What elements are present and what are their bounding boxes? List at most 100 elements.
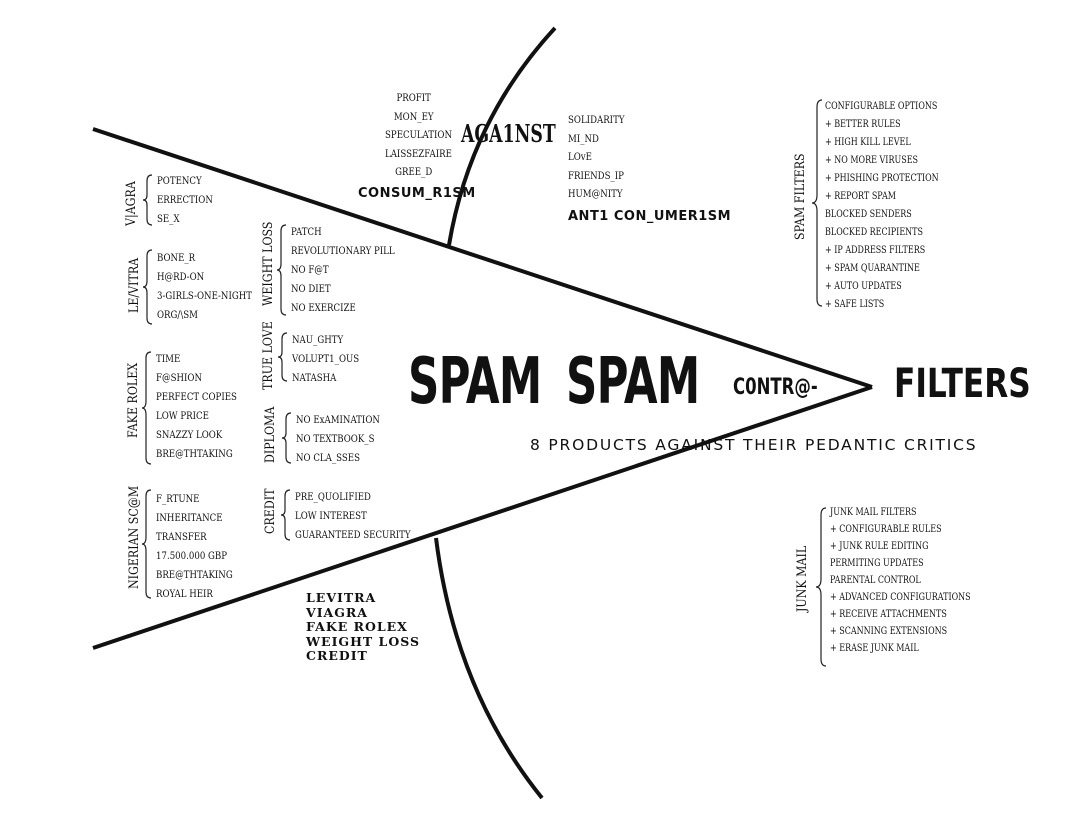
group-label-levitra: LE/VITRA [127, 257, 142, 313]
brace-rolex [141, 351, 152, 465]
list-item: + ADVANCED CONFIGURATIONS [830, 592, 971, 603]
brace-truelove [277, 332, 288, 382]
list-item: VIAGRA [306, 604, 369, 620]
brace-diploma [281, 412, 292, 464]
list-item: PARENTAL CONTROL [830, 575, 921, 586]
list-item: + HIGH KILL LEVEL [825, 137, 911, 148]
brace-credit [280, 489, 291, 541]
list-item: REVOLUTIONARY PILL [291, 245, 395, 257]
upper-arrow-line [92, 127, 873, 389]
list-item: 3-GIRLS-ONE-NIGHT [157, 290, 253, 302]
list-item: NO CLA_SSES [296, 452, 360, 464]
list-item: FAKE ROLEX [306, 619, 408, 634]
list-item: NATASHA [292, 372, 337, 384]
list-item: MON_EY [393, 110, 434, 123]
list-item: TIME [156, 353, 181, 365]
spam-filters-label: SPAM FILTERS [793, 153, 808, 240]
list-item: + NO MORE VIRUSES [825, 155, 919, 166]
lower-arrow-line [92, 385, 873, 650]
list-item: NO TEXTBOOK_S [296, 433, 375, 445]
group-items-true-love: NAU_GHTY VOLUPT1_OUS NATASHA [292, 331, 359, 388]
list-item: 17.500.000 GBP [156, 550, 228, 562]
lower-curve [434, 537, 544, 800]
list-item: NO DIET [291, 283, 331, 295]
list-item: BLOCKED RECIPIENTS [825, 227, 923, 238]
list-item: + SCANNING EXTENSIONS [830, 626, 948, 637]
group-items-levitra: BONE_R H@RD-ON 3-GIRLS-ONE-NIGHT ORG/\SM [157, 249, 252, 325]
group-items-diploma: NO ExAMINATION NO TEXTBOOK_S NO CLA_SSES [296, 411, 380, 468]
list-item: NO ExAMINATION [296, 414, 380, 426]
list-item: PERFECT COPIES [156, 391, 237, 403]
list-item: ERRECTION [157, 194, 213, 206]
list-item: PRE_QUOLIFIED [295, 491, 371, 503]
list-item: + SAFE LISTS [825, 299, 885, 310]
group-items-fake-rolex: TIME F@SHION PERFECT COPIES LOW PRICE SN… [156, 350, 237, 464]
list-item: + JUNK RULE EDITING [830, 541, 929, 552]
list-item: + CONFIGURABLE RULES [830, 524, 942, 535]
subtitle: 8 PRODUCTS AGAINST THEIR PEDANTIC CRITIC… [530, 436, 978, 454]
list-item: SPECULATION [385, 129, 453, 141]
group-label-credit: CREDIT [263, 488, 278, 534]
list-item: ROYAL HEIR [156, 588, 213, 600]
list-item: MI_ND [568, 132, 599, 145]
list-item: BONE_R [157, 252, 196, 264]
list-item: F_RTUNE [156, 493, 200, 505]
group-label-nigerian-scam: NIGERIAN SC@M [127, 485, 142, 589]
list-item: + ERASE JUNK MAIL [830, 643, 919, 654]
list-item: BLOCKED SENDERS [825, 209, 912, 220]
consumerism-heading: CONSUM_R1SM [358, 186, 476, 201]
list-item: LAISSEZFAIRE [385, 147, 452, 160]
list-item: SE_X [157, 213, 180, 225]
junk-mail-label: JUNK MAIL [795, 545, 810, 612]
title-contra: C0NTR@- [733, 375, 818, 400]
list-item: PERMITING UPDATES [830, 558, 924, 569]
brace-levitra [142, 249, 153, 325]
group-items-credit: PRE_QUOLIFIED LOW INTEREST GUARANTEED SE… [295, 488, 411, 545]
anticonsumerism-list: SOLIDARITY MI_ND LOvE FRIENDS_IP HUM@NIT… [568, 111, 625, 204]
list-item: + AUTO UPDATES [825, 281, 902, 292]
list-item: BRE@THTAKING [156, 448, 233, 460]
list-item: NAU_GHTY [292, 334, 344, 346]
list-item: INHERITANCE [156, 512, 223, 524]
list-item: SOLIDARITY [568, 114, 625, 126]
group-items-nigerian-scam: F_RTUNE INHERITANCE TRANSFER 17.500.000 … [156, 490, 233, 604]
list-item: GREE_D [395, 166, 433, 178]
list-item: LOW INTEREST [295, 510, 367, 522]
bottom-product-list: LEVITRA VIAGRA FAKE ROLEX WEIGHT LOSS CR… [306, 590, 421, 664]
list-item: JUNK MAIL FILTERS [830, 507, 917, 518]
list-item: + PHISHING PROTECTION [825, 173, 939, 184]
title-filters: FILTERS [894, 361, 1031, 407]
junk-mail-list: JUNK MAIL FILTERS + CONFIGURABLE RULES +… [830, 504, 971, 657]
list-item: + BETTER RULES [825, 119, 901, 130]
brace-viagra [142, 174, 153, 226]
title-spam-1: SPAM [408, 345, 542, 419]
list-item: CONFIGURABLE OPTIONS [825, 101, 938, 112]
list-item: FRIENDS_IP [568, 169, 624, 182]
list-item: HUM@NITY [568, 188, 623, 200]
brace-spam-filters [811, 99, 823, 307]
list-item: ORG/\SM [157, 309, 198, 321]
consumerism-list: PROFIT MON_EY SPECULATION LAISSEZFAIRE G… [385, 89, 453, 182]
list-item: TRANSFER [156, 531, 207, 543]
list-item: LOW PRICE [156, 410, 209, 422]
list-item: F@SHION [156, 372, 202, 384]
group-braces [141, 99, 827, 667]
group-label-fake-rolex: FAKE ROLEX [126, 362, 141, 438]
group-items-weight-loss: PATCH REVOLUTIONARY PILL NO F@T NO DIET … [291, 223, 395, 318]
list-item: WEIGHT LOSS [306, 633, 421, 649]
group-label-weight-loss: WEIGHT LOSS [261, 221, 276, 306]
list-item: CREDIT [306, 648, 368, 663]
title-spam-2: SPAM [566, 345, 700, 419]
list-item: PATCH [291, 226, 322, 238]
list-item: H@RD-ON [157, 271, 205, 283]
list-item: + IP ADDRESS FILTERS [825, 245, 926, 256]
list-item: NO F@T [291, 264, 329, 276]
list-item: NO EXERCIZE [291, 302, 356, 314]
list-item: PROFIT [396, 92, 431, 104]
list-item: LOvE [568, 151, 592, 163]
brace-junk-mail [815, 507, 827, 667]
anticonsumerism-heading: ANT1 CON_UMER1SM [568, 209, 732, 224]
group-label-diploma: DIPLOMA [263, 406, 278, 463]
